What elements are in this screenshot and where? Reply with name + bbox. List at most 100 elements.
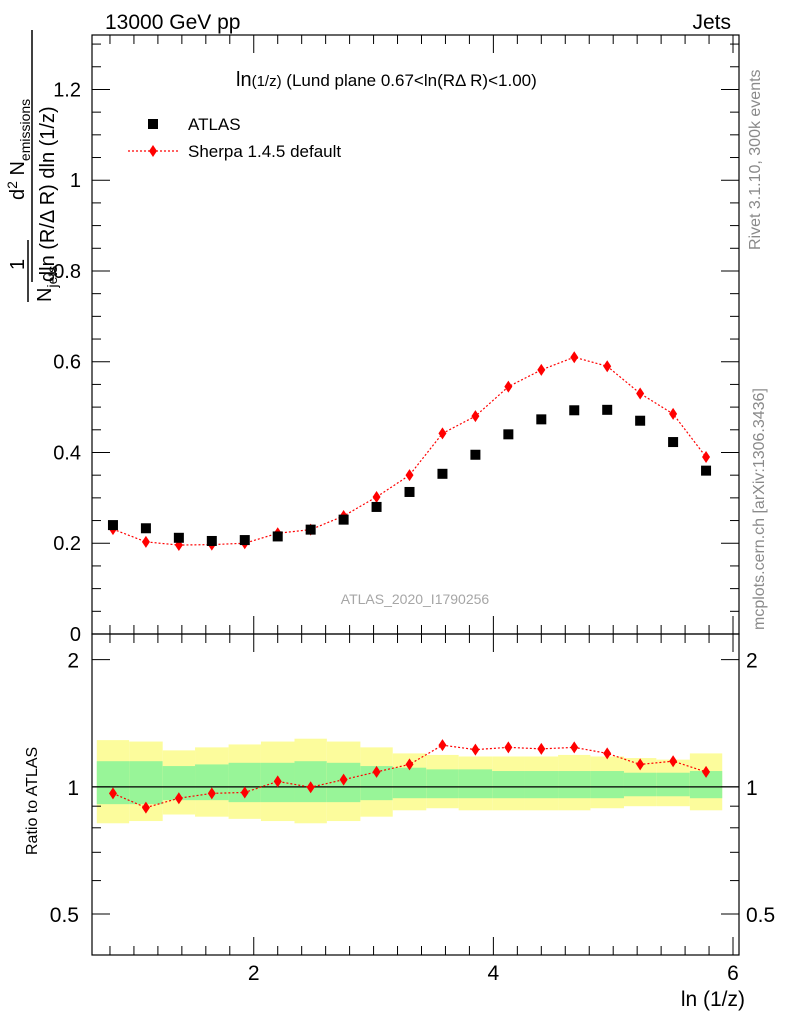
- ylabel-n: N: [7, 161, 29, 181]
- inner-band-bin: [590, 771, 624, 799]
- main-y-tick-label: 0: [70, 624, 81, 646]
- atlas-point: [239, 535, 250, 546]
- legend-atlas-marker: [148, 119, 158, 129]
- atlas-point: [470, 449, 481, 460]
- ratio-sherpa-point: [570, 741, 579, 754]
- sherpa-point: [504, 380, 513, 393]
- ratio-uncertainty-bands: [92, 738, 739, 824]
- atlas-point: [338, 514, 349, 525]
- main-y-tick-label: 1.2: [53, 79, 81, 101]
- ratio-sherpa-point: [372, 765, 381, 778]
- ratio-axis-ticks: [92, 634, 739, 955]
- atlas-point: [635, 415, 646, 426]
- header-right: Jets: [692, 11, 731, 34]
- atlas-point: [404, 486, 415, 497]
- main-y-tick-label: 0.4: [53, 442, 81, 464]
- ratio-sherpa-point: [702, 765, 711, 778]
- sherpa-point: [372, 490, 381, 503]
- ratio-sherpa-point: [207, 787, 216, 800]
- atlas-point: [173, 532, 184, 543]
- plot-title-main: ln: [236, 69, 252, 91]
- rivet-version-label: Rivet 3.1.10, 300k events: [747, 69, 764, 250]
- atlas-point: [701, 465, 712, 476]
- ratio-sherpa-point: [141, 801, 150, 814]
- ylabel-njets: Njets: [34, 266, 60, 302]
- ylabel-njets-n: N: [34, 288, 56, 302]
- inner-band-bin: [458, 769, 493, 799]
- ratio-sherpa-point: [636, 758, 645, 771]
- atlas-point: [371, 501, 382, 512]
- plot-title-sub: (1/z): [252, 73, 282, 90]
- ratio-plot-frame: [91, 633, 740, 956]
- ratio-sherpa-point: [108, 787, 117, 800]
- ylabel-njets-sub: jets: [44, 266, 60, 289]
- x-tick-label: 2: [248, 962, 260, 985]
- ratio-sherpa-point: [405, 758, 414, 771]
- atlas-point: [569, 405, 580, 416]
- ratio-y-tick-label-right: 1: [746, 777, 758, 800]
- sherpa-point: [669, 407, 678, 420]
- analysis-watermark: ATLAS_2020_I1790256: [341, 591, 490, 607]
- atlas-point: [668, 437, 679, 448]
- ratio-sherpa-point: [306, 781, 315, 794]
- main-y-tick-label: 0.2: [53, 533, 81, 555]
- inner-band-bin: [129, 761, 163, 805]
- main-y-tick-labels: 0 0.2 0.4 0.6 0.8 1 1.2: [53, 79, 81, 646]
- ratio-y-tick-label-left: 0.5: [50, 904, 79, 927]
- x-axis-label: ln (1/z): [681, 988, 745, 1011]
- main-y-tick-label: 0.8: [53, 261, 81, 283]
- atlas-point: [305, 524, 316, 535]
- ylabel-n-sub: emissions: [17, 99, 33, 161]
- ratio-y-tick-label-left: 2: [67, 650, 79, 673]
- atlas-point: [272, 531, 283, 542]
- sherpa-point: [537, 363, 546, 376]
- ylabel-one: 1: [7, 259, 29, 270]
- ylabel-numerator: d2 Nemissions: [4, 99, 33, 200]
- legend-sherpa-label: Sherpa 1.4.5 default: [188, 142, 341, 161]
- legend-sherpa-marker: [149, 145, 157, 157]
- atlas-point: [206, 535, 217, 546]
- sherpa-point: [603, 360, 612, 373]
- header-left: 13000 GeV pp: [105, 11, 240, 34]
- atlas-point: [140, 523, 151, 534]
- plot-title-rest: (Lund plane 0.67<ln(RΔ R)<1.00): [282, 71, 537, 90]
- inner-band-bin: [656, 772, 690, 797]
- ratio-sherpa-point: [438, 739, 447, 752]
- main-y-tick-label: 1: [70, 170, 81, 192]
- ratio-sherpa-point: [273, 775, 282, 788]
- sherpa-point: [438, 427, 447, 440]
- ylabel-d-sup: 2: [4, 181, 20, 189]
- plot-title: ln(1/z) (Lund plane 0.67<ln(RΔ R)<1.00): [236, 69, 537, 91]
- inner-band-bin: [492, 771, 525, 799]
- ratio-y-tick-label-left: 1: [67, 777, 79, 800]
- ylabel-denominator: dln (R/Δ R) dln (1/z): [37, 106, 59, 282]
- x-tick-label: 6: [727, 962, 739, 985]
- sherpa-point: [405, 469, 414, 482]
- ratio-y-tick-label-right: 0.5: [746, 904, 775, 927]
- main-y-tick-label: 0.6: [53, 352, 81, 374]
- atlas-point: [437, 468, 448, 479]
- inner-band-bin: [426, 769, 459, 799]
- sherpa-point: [636, 387, 645, 400]
- ratio-y-tick-label-right: 2: [746, 650, 758, 673]
- ratio-sherpa-point: [339, 773, 348, 786]
- ratio-sherpa-point: [537, 742, 546, 755]
- ratio-series-sherpa: [108, 739, 711, 814]
- atlas-point: [503, 429, 514, 440]
- sherpa-line: [112, 356, 707, 546]
- legend-atlas-label: ATLAS: [188, 115, 241, 134]
- ratio-y-label: Ratio to ATLAS: [24, 747, 41, 855]
- inner-band-bin: [623, 772, 657, 797]
- inner-band-bin: [524, 771, 559, 799]
- main-series-atlas: [107, 404, 712, 546]
- ratio-sherpa-point: [504, 741, 513, 754]
- atlas-point: [107, 520, 118, 531]
- ratio-sherpa-point: [471, 743, 480, 756]
- ratio-sherpa-point: [174, 792, 183, 805]
- ylabel-d: d: [7, 189, 29, 200]
- inner-band-bin: [558, 771, 591, 799]
- atlas-point: [602, 404, 613, 415]
- atlas-point: [536, 414, 547, 425]
- ratio-sherpa-point: [669, 755, 678, 768]
